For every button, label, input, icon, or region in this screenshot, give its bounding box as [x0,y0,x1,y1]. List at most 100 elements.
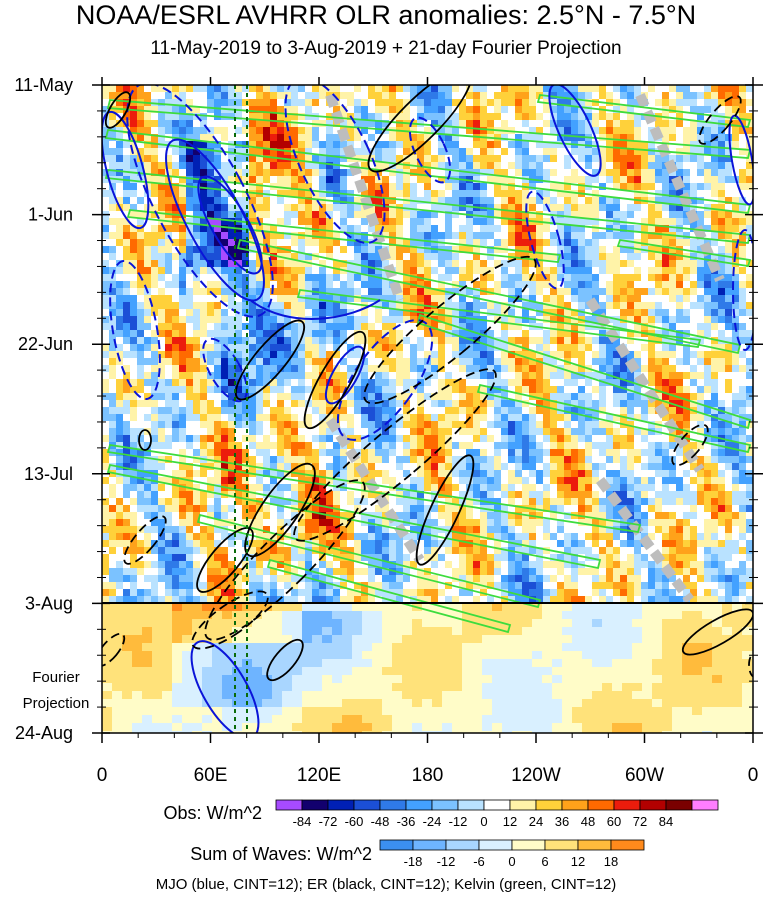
obs-cell [627,323,635,331]
obs-cell [648,351,656,359]
obs-cell [228,134,236,142]
obs-cell [263,85,271,93]
obs-cell [270,232,278,240]
obs-cell [382,379,390,387]
obs-cell [284,106,292,114]
obs-cell [102,127,110,135]
obs-cell [305,204,313,212]
obs-cell [179,120,187,128]
obs-cell [298,239,306,247]
obs-cell [347,253,355,261]
obs-cell [102,365,110,373]
obs-cell [634,85,642,93]
obs-cell [445,309,453,317]
obs-cell [354,456,362,464]
obs-cell [116,260,124,268]
obs-cell [354,414,362,422]
obs-cell [354,407,362,415]
obs-cell [494,260,502,268]
obs-cell [522,449,530,457]
obs-cell [228,365,236,373]
obs-cell [543,421,551,429]
obs-cell [151,92,159,100]
obs-cell [739,190,747,198]
obs-cell [319,449,327,457]
obs-cell [452,204,460,212]
obs-cell [298,218,306,226]
obs-cell [256,330,264,338]
obs-cell [438,155,446,163]
obs-cell [158,225,166,233]
obs-cell [249,407,257,415]
obs-cell [235,176,243,184]
obs-cell [606,211,614,219]
obs-cell [165,323,173,331]
obs-cell [585,337,593,345]
obs-cell [543,141,551,149]
obs-cell [137,253,145,261]
obs-cell [270,134,278,142]
obs-cell [235,302,243,310]
obs-cell [445,92,453,100]
obs-cell [417,295,425,303]
obs-cell [116,99,124,107]
obs-cell [725,372,733,380]
obs-cell [627,218,635,226]
obs-cell [396,232,404,240]
obs-cell [354,386,362,394]
obs-cell [298,274,306,282]
obs-cell [242,435,250,443]
obs-cell [522,190,530,198]
obs-cell [102,295,110,303]
obs-cell [487,372,495,380]
obs-cell [704,120,712,128]
obs-cell [431,113,439,121]
obs-cell [529,372,537,380]
obs-cell [312,92,320,100]
obs-cell [480,176,488,184]
obs-cell [718,218,726,226]
obs-cell [487,246,495,254]
obs-cell [746,309,753,317]
obs-cell [508,267,516,275]
obs-cell [312,204,320,212]
obs-cell [725,169,733,177]
obs-cell [249,162,257,170]
obs-cell [263,414,271,422]
obs-cell [305,106,313,114]
obs-cell [466,267,474,275]
obs-cell [571,414,579,422]
obs-cell [242,134,250,142]
obs-cell [144,92,152,100]
obs-cell [627,134,635,142]
obs-cell [634,358,642,366]
obs-cell [179,106,187,114]
obs-cell [354,85,362,93]
obs-cell [319,302,327,310]
obs-cell [669,442,677,450]
obs-cell [466,120,474,128]
obs-cell [424,400,432,408]
obs-cell [725,267,733,275]
obs-cell [452,113,460,121]
obs-cell [585,414,593,422]
obs-cell [459,85,467,93]
obs-cell [298,190,306,198]
obs-cell [438,386,446,394]
obs-cell [340,225,348,233]
obs-cell [606,253,614,261]
obs-cell [102,323,110,331]
obs-cell [473,260,481,268]
obs-cell [704,267,712,275]
obs-cell [228,372,236,380]
obs-cell [340,400,348,408]
obs-cell [179,197,187,205]
obs-cell [284,414,292,422]
obs-cell [361,316,369,324]
obs-cell [375,204,383,212]
obs-cell [697,358,705,366]
obs-cell [655,267,663,275]
obs-cell [494,435,502,443]
obs-cell [242,169,250,177]
obs-cell [578,253,586,261]
